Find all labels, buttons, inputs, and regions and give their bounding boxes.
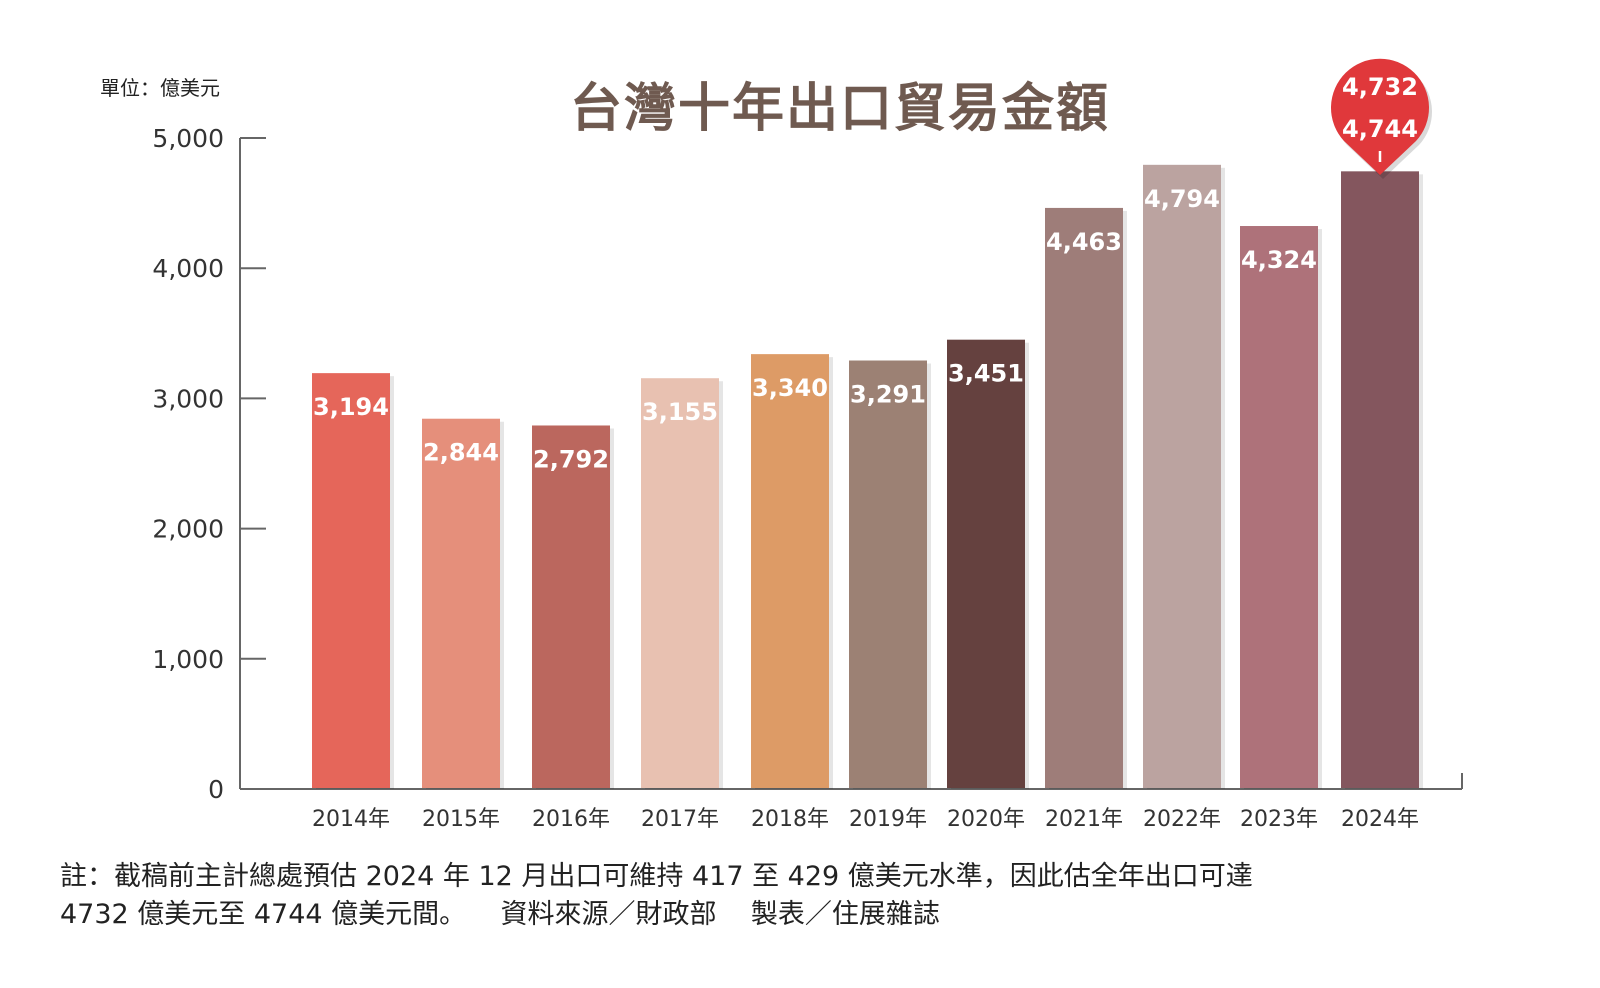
data-label: 3,340	[752, 374, 828, 402]
y-tick-label: 5,000	[152, 124, 224, 153]
data-label: 3,155	[642, 398, 718, 426]
y-tick-label: 2,000	[152, 515, 224, 544]
bar	[532, 425, 610, 788]
bar	[751, 354, 829, 788]
data-label: 2,792	[533, 445, 609, 473]
data-label: 2,844	[423, 439, 499, 467]
x-tick-label: 2020年	[947, 807, 1025, 832]
bar	[1143, 164, 1221, 789]
x-tick-label: 2024年	[1341, 807, 1419, 832]
bar	[849, 360, 927, 788]
footnote: 註：截稿前主計總處預估 2024 年 12 月出口可維持 417 至 429 億…	[60, 858, 1540, 934]
callout-marker	[1330, 58, 1429, 175]
y-tick-label: 1,000	[152, 645, 224, 674]
callout-value-low: 4,732	[1342, 73, 1418, 101]
source-credit: 資料來源／財政部	[500, 899, 717, 930]
callout-2024: 4,732 4,744	[1330, 58, 1432, 179]
data-label: 3,451	[948, 360, 1024, 388]
x-tick-label: 2016年	[532, 807, 610, 832]
callout-value-high: 4,744	[1342, 115, 1418, 143]
x-tick-label: 2015年	[422, 807, 500, 832]
bars	[312, 164, 1423, 790]
note-line1: 註：截稿前主計總處預估 2024 年 12 月出口可維持 417 至 429 億…	[60, 861, 1253, 892]
y-tick-label: 4,000	[152, 254, 224, 283]
y-tick-label: 0	[208, 775, 224, 804]
data-label: 3,291	[850, 381, 926, 409]
value-labels: 3,194 2,844 2,792 3,155 3,340 3,291 3,451 4,463…	[313, 185, 1317, 474]
bar	[1240, 226, 1318, 788]
x-tick-label: 2019年	[849, 807, 927, 832]
x-tick-labels: 2014年 2015年 2016年 2017年 2018年 2019年 2020年 2021年…	[312, 807, 1419, 832]
x-tick-label: 2018年	[751, 807, 829, 832]
bar	[312, 373, 390, 788]
data-label: 4,463	[1046, 228, 1122, 256]
data-label: 3,194	[313, 393, 389, 421]
bar-chart: 0 1,000 2,000 3,000 4,000 5,000 3,194 2,844 2,7…	[152, 58, 1463, 832]
x-tick-label: 2023年	[1240, 807, 1318, 832]
maker-credit: 製表／住展雜誌	[750, 899, 940, 930]
x-tick-label: 2021年	[1045, 807, 1123, 832]
x-tick-label: 2014年	[312, 807, 390, 832]
x-tick-label: 2022年	[1143, 807, 1221, 832]
data-label: 4,324	[1241, 246, 1317, 274]
bar	[641, 378, 719, 788]
data-label: 4,794	[1144, 185, 1220, 213]
bar	[422, 418, 500, 788]
note-line2: 4732 億美元至 4744 億美元間。	[60, 899, 467, 930]
chart-title: 台灣十年出口貿易金額	[569, 78, 1110, 139]
x-tick-label: 2017年	[641, 807, 719, 832]
bar	[1341, 171, 1419, 789]
unit-label: 單位：億美元	[100, 76, 220, 100]
axes: 0 1,000 2,000 3,000 4,000 5,000	[152, 124, 1463, 804]
bar	[947, 339, 1025, 788]
bar	[1045, 207, 1123, 788]
y-tick-label: 3,000	[152, 384, 224, 413]
